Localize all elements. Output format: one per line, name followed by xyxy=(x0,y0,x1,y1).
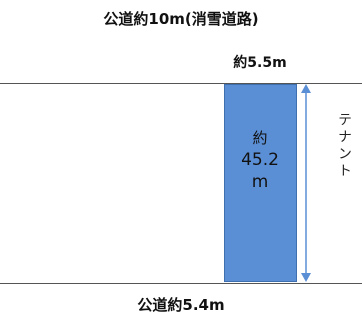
lot-depth-value: 45.2 xyxy=(241,150,279,170)
tenant-label: テナント xyxy=(336,112,352,180)
lot-depth-unit: m xyxy=(251,172,269,192)
top-road-label: 公道約10m(消雪道路) xyxy=(103,10,259,28)
frontage-width-label: 約5.5m xyxy=(233,55,287,71)
bottom-road-boundary-line xyxy=(0,283,362,284)
depth-arrow xyxy=(301,84,311,282)
lot-depth-prefix: 約 xyxy=(252,129,268,147)
top-road-boundary-line xyxy=(0,83,362,84)
depth-arrow-head-top xyxy=(301,84,311,93)
depth-arrow-head-bottom xyxy=(301,273,311,282)
lot-depth-label: 約 45.2 m xyxy=(232,127,288,193)
lot-rectangle xyxy=(224,84,297,282)
bottom-road-label: 公道約5.4m xyxy=(137,296,225,314)
